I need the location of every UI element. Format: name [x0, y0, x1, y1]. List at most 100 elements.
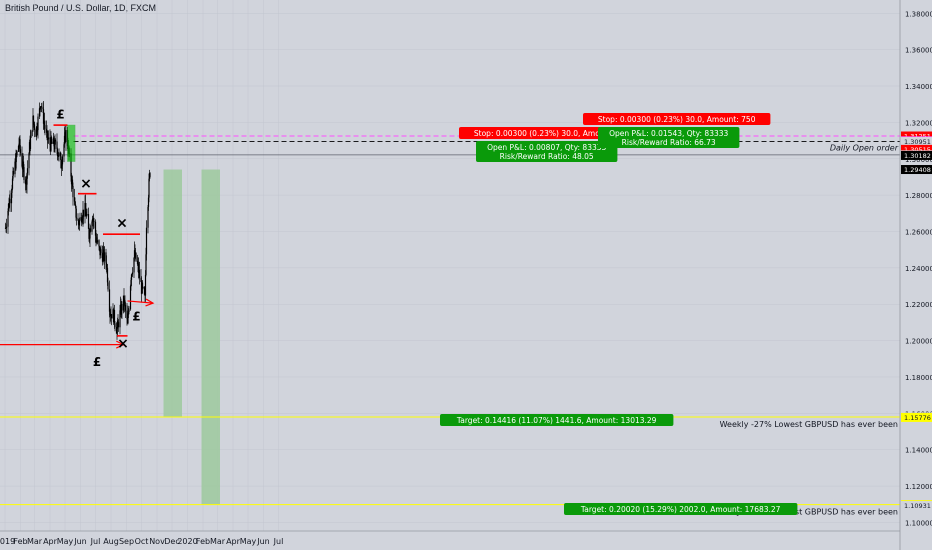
candle-body — [32, 115, 35, 123]
candle-body — [42, 109, 45, 124]
candle-body — [40, 106, 43, 108]
price-badge-text: 1.30182 — [904, 152, 931, 160]
y-tick-label: 1.32000 — [905, 119, 932, 127]
candle-body — [91, 221, 93, 232]
y-tick-label: 1.28000 — [905, 192, 932, 200]
x-tick-label: Apr — [226, 537, 241, 546]
candle-body — [71, 179, 74, 186]
price-badge — [901, 501, 932, 511]
target-label-1-box — [440, 414, 674, 426]
candle-body — [56, 141, 58, 150]
candle-body — [22, 161, 25, 168]
candle-body — [45, 128, 48, 133]
candle-body — [10, 192, 13, 204]
candle-body — [11, 188, 13, 193]
candle-body — [79, 217, 81, 221]
candle-body — [50, 137, 53, 142]
candle-body — [140, 277, 142, 283]
candle-body — [47, 137, 50, 140]
candle-body — [38, 108, 41, 117]
candle-body — [89, 228, 92, 232]
candle-body — [26, 173, 28, 185]
candle-body — [19, 139, 21, 150]
candle-body — [17, 145, 20, 152]
candle-body — [31, 130, 34, 132]
candle-body — [54, 139, 57, 142]
candle-body — [137, 263, 140, 273]
candle-body — [84, 202, 86, 217]
candle-body — [11, 178, 14, 189]
candle-body — [130, 279, 132, 287]
candle-body — [18, 143, 20, 146]
candle-body — [63, 135, 66, 145]
candle-body — [144, 274, 147, 296]
cross-symbol-2: × — [116, 215, 128, 231]
candle-body — [117, 322, 120, 328]
candle-body — [51, 141, 53, 144]
candle-body — [35, 126, 38, 137]
candle-body — [107, 282, 109, 290]
pound-symbol-3: £ — [93, 355, 101, 369]
candle-body — [124, 300, 126, 305]
candle-body — [49, 137, 51, 146]
x-tick-label: Mar — [27, 537, 43, 546]
x-tick-label: Nov — [149, 537, 165, 546]
candle-body — [9, 198, 11, 204]
pnl-label-1-text: Risk/Reward Ratio: 48.05 — [500, 152, 594, 161]
candle-body — [135, 252, 137, 261]
candle-body — [143, 287, 146, 295]
x-tick-label: Jun — [256, 537, 270, 546]
level-lines: Daily Open order Weekly -27% Lowest GBPUS… — [0, 135, 900, 517]
candle-body — [116, 328, 118, 334]
candle-body — [12, 170, 15, 175]
y-tick-label: 1.10000 — [905, 519, 932, 527]
candle-body — [102, 252, 104, 262]
candle-body — [123, 295, 125, 304]
x-tick-label: Jul — [273, 537, 284, 546]
candle-body — [77, 218, 79, 221]
candle-body — [81, 220, 83, 223]
candle-body — [141, 282, 144, 288]
candle-body — [46, 130, 49, 140]
pnl-label-1-text: Open P&L: 0.00807, Qty: 83333 — [487, 143, 606, 152]
price-badge — [901, 131, 932, 141]
candle-body — [136, 260, 139, 265]
price-badge-text: 1.15776 — [904, 414, 931, 422]
y-tick-label: 1.26000 — [905, 228, 932, 236]
candle-body — [145, 254, 147, 275]
candle-body — [53, 137, 55, 147]
candle-body — [124, 304, 127, 311]
stop-label-1-text: Stop: 0.00300 (0.23%) 30.0, Amount: 750 — [474, 129, 632, 138]
price-badge — [901, 144, 932, 154]
candle-body — [50, 137, 52, 151]
candle-body — [103, 252, 106, 262]
candle-body — [74, 201, 76, 205]
price-badge-text: 1.10931 — [904, 502, 931, 510]
candle-body — [33, 122, 35, 125]
price-badge — [901, 150, 932, 160]
candle-body — [106, 268, 109, 283]
candle-body — [87, 214, 90, 229]
candle-body — [108, 289, 111, 312]
stop-label-2-text: Stop: 0.00300 (0.23%) 30.0, Amount: 750 — [598, 115, 756, 124]
x-tick-label: 2019 — [0, 537, 15, 546]
price-badge-text: 1.29408 — [904, 166, 931, 174]
candle-body — [36, 130, 39, 132]
candle-body — [128, 309, 130, 312]
candle-body — [100, 249, 102, 254]
candle-body — [98, 240, 100, 247]
y-tick-label: 1.20000 — [905, 338, 932, 346]
candle-body — [80, 217, 83, 223]
price-badge-text: 1.30515 — [904, 146, 931, 154]
candle-body — [44, 125, 46, 129]
target-label-2-text: Target: 0.20020 (15.29%) 2002.0, Amount:… — [580, 505, 781, 514]
candle-body — [36, 126, 38, 132]
pound-symbol-2: £ — [132, 310, 140, 324]
candle-body — [119, 310, 121, 328]
price-badge — [901, 165, 932, 175]
x-tick-label: Mar — [210, 537, 226, 546]
x-tick-label: Jul — [90, 537, 101, 546]
candle-body — [75, 206, 77, 218]
stop-label-2-box — [583, 113, 771, 125]
